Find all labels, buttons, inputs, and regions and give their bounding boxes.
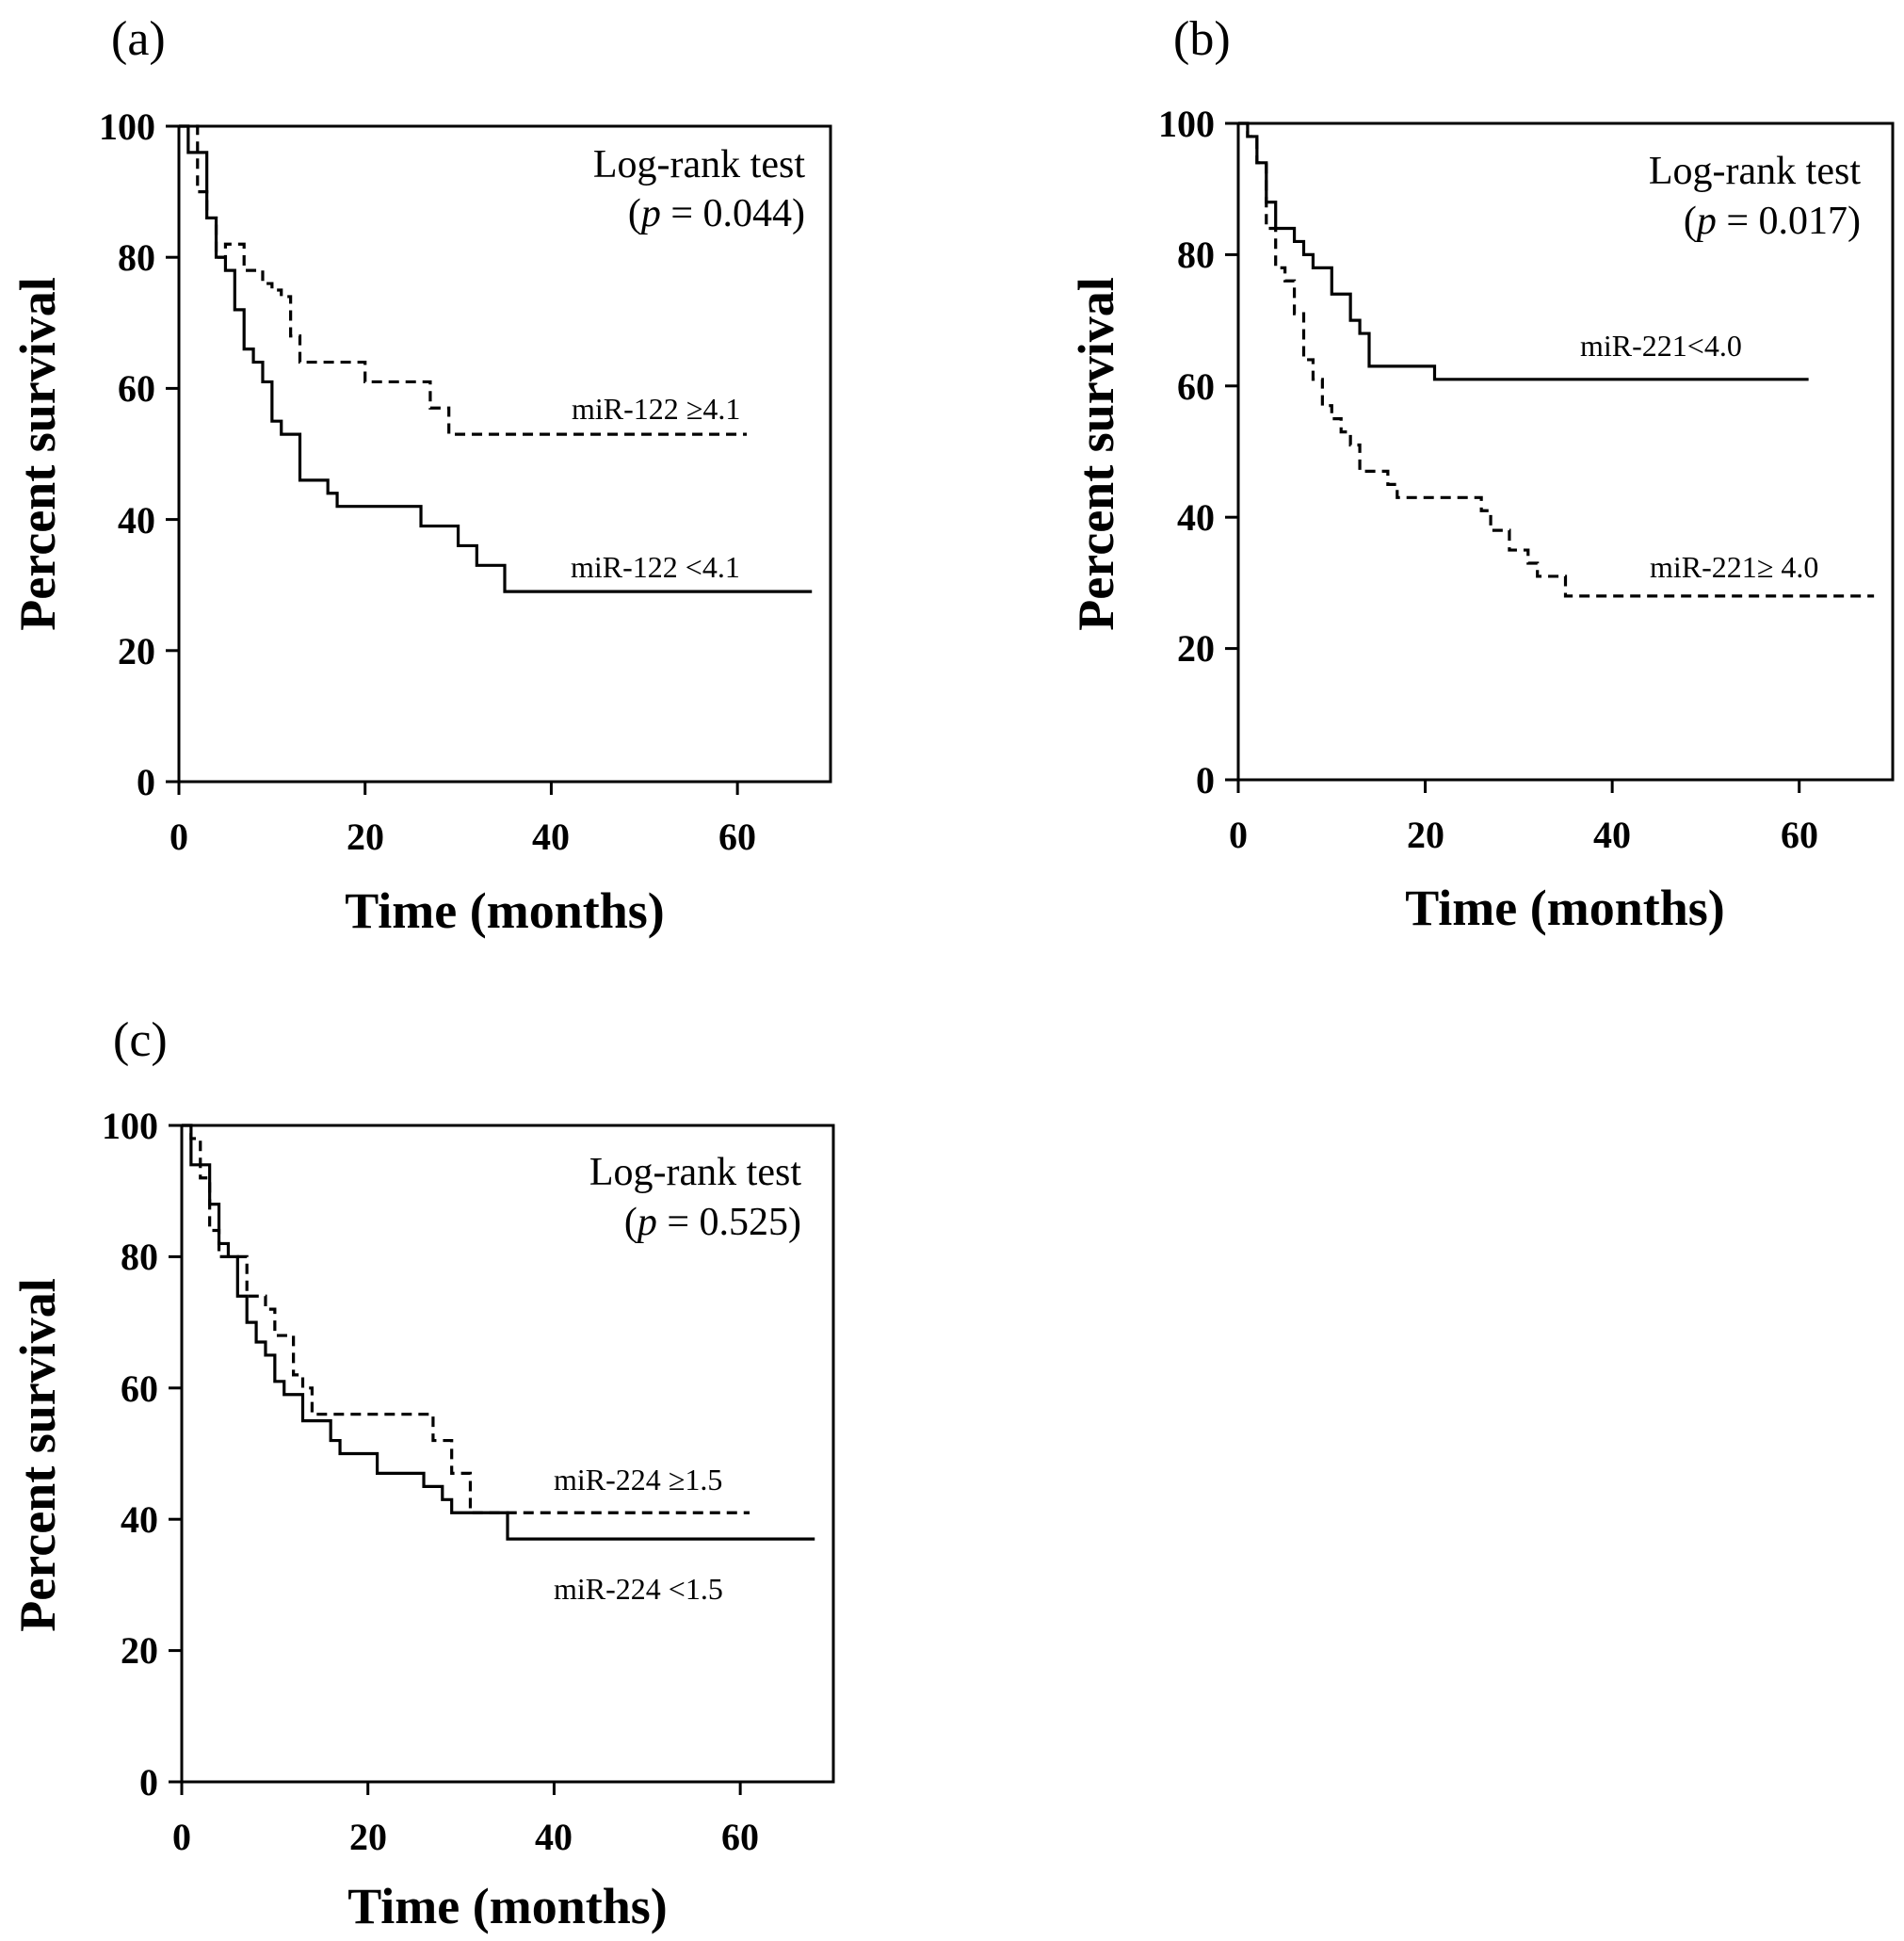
panel-c-label-high: miR-224 ≥1.5 (554, 1463, 722, 1496)
panel-a-xtick-60: 60 (718, 816, 756, 858)
panel-c-ytick-60: 60 (121, 1367, 158, 1410)
panel-b-test-title: Log-rank test (1649, 150, 1861, 193)
panel-a-ytick-60: 60 (118, 367, 155, 410)
panel-a-ytick-0: 0 (137, 761, 155, 803)
panel-c-p-open: ( (624, 1201, 637, 1244)
panel-b-x-axis-title: Time (months) (1405, 880, 1725, 936)
panel-b-ytick-20: 20 (1177, 627, 1215, 670)
panel-a-plot-area (166, 124, 813, 795)
panel-a-p-value: (p = 0.044) (628, 192, 805, 235)
panel-c-y-axis-title: Percent survival (9, 1278, 66, 1631)
panel-b-ytick-80: 80 (1177, 234, 1215, 276)
panel-b-frame (1236, 121, 1895, 782)
panel-a-xtick-40: 40 (532, 816, 570, 858)
panel-b-plot-area (1225, 121, 1875, 793)
panel-a-ytick-100: 100 (99, 105, 155, 148)
panel-c-xtick-60: 60 (721, 1816, 759, 1858)
panel-a-y-axis-title: Percent survival (9, 277, 66, 630)
panel-b-ytick-40: 40 (1177, 496, 1215, 539)
panel-b-y-axis-title: Percent survival (1068, 277, 1124, 630)
panel-b-ytick-0: 0 (1196, 759, 1215, 801)
panel-b-xtick-60: 60 (1781, 814, 1818, 856)
panel-c-p-value: (p = 0.525) (624, 1201, 801, 1244)
panel-a: (a) Log-rank test (p = 0.044) miR-122 ≥4… (9, 12, 832, 939)
panel-a-x-axis-title: Time (months) (345, 882, 665, 939)
panel-c-ytick-80: 80 (121, 1236, 158, 1278)
panel-b-xtick-40: 40 (1593, 814, 1631, 856)
panel-b-label-high: miR-221≥ 4.0 (1650, 550, 1818, 584)
panel-a-ytick-80: 80 (118, 236, 155, 279)
panel-a-ytick-40: 40 (118, 499, 155, 542)
panel-c-xtick-40: 40 (535, 1816, 573, 1858)
panel-c-label-low: miR-224 <1.5 (554, 1572, 723, 1606)
panel-a-p-open: ( (628, 192, 641, 235)
panel-a-label: (a) (111, 12, 166, 66)
panel-c-test-title: Log-rank test (589, 1151, 801, 1194)
panel-b-p-number: = 0.017) (1717, 200, 1861, 243)
panel-b-p-value: (p = 0.017) (1684, 200, 1861, 243)
panel-a-xtick-20: 20 (347, 816, 384, 858)
panel-c-p-symbol: p (635, 1201, 657, 1244)
panel-b-p-open: ( (1684, 200, 1697, 243)
panel-a-label-low: miR-122 <4.1 (571, 550, 740, 584)
panel-c-ytick-20: 20 (121, 1629, 158, 1672)
panel-c-xtick-0: 0 (172, 1816, 191, 1858)
panel-b-curve-dashed (1238, 121, 1875, 598)
panel-a-p-symbol: p (638, 192, 661, 235)
panel-a-curve-solid (179, 124, 813, 593)
panel-b-xtick-20: 20 (1407, 814, 1444, 856)
panel-a-ytick-20: 20 (118, 630, 155, 672)
panel-a-xtick-0: 0 (169, 816, 188, 858)
panel-a-p-number: = 0.044) (661, 192, 805, 235)
panel-c-curve-dashed (182, 1124, 750, 1514)
panel-c-ytick-100: 100 (102, 1105, 158, 1147)
panel-c-curve-solid (182, 1124, 815, 1541)
panel-b-ytick-60: 60 (1177, 365, 1215, 408)
panel-b-label: (b) (1173, 12, 1231, 66)
panel-b-ytick-100: 100 (1158, 103, 1215, 145)
panel-c: (c) Log-rank test (p = 0.525) miR-224 ≥1… (9, 1013, 835, 1934)
panel-c-label: (c) (113, 1013, 168, 1067)
panel-c-ytick-40: 40 (121, 1498, 158, 1541)
panel-b-xtick-0: 0 (1229, 814, 1248, 856)
panel-b-label-low: miR-221<4.0 (1580, 329, 1742, 363)
panel-c-x-axis-title: Time (months) (347, 1878, 668, 1934)
panel-c-xtick-20: 20 (349, 1816, 387, 1858)
panel-b: (b) Log-rank test (p = 0.017) miR-221<4.… (1068, 12, 1895, 936)
panel-c-frame (180, 1124, 835, 1784)
panel-a-label-high: miR-122 ≥4.1 (572, 392, 740, 426)
panel-a-test-title: Log-rank test (593, 143, 805, 186)
panel-c-p-number: = 0.525) (657, 1201, 801, 1244)
panel-c-plot-area (169, 1124, 815, 1795)
panel-c-ytick-0: 0 (139, 1761, 158, 1804)
panel-a-frame (177, 124, 832, 784)
panel-b-p-symbol: p (1694, 200, 1717, 243)
